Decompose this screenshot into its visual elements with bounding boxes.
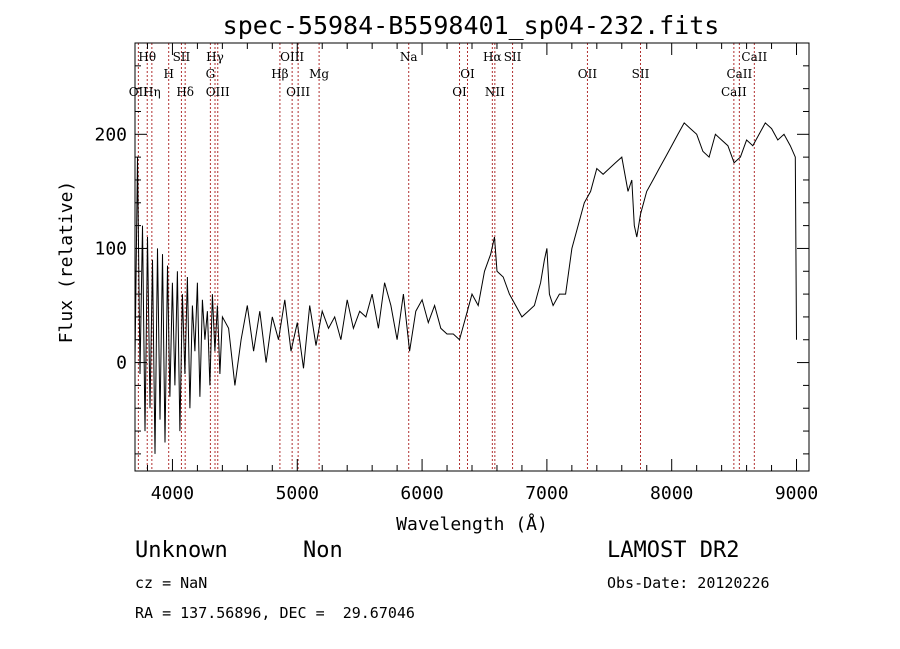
spectral-line-markers: [137, 43, 755, 471]
x-axis-ticks: 4000 5000 6000 7000 8000 9000: [146, 43, 818, 504]
subclass-label: Non: [303, 538, 343, 563]
x-tick-label: 5000: [276, 483, 319, 504]
y-tick-label: 100: [94, 238, 127, 259]
spectral-line-label: OI: [460, 67, 475, 81]
spectral-line-label: Hθ: [138, 50, 156, 64]
spectral-line-label: SII: [504, 50, 522, 64]
ra-dec-value: RA = 137.56896, DEC = 29.67046: [135, 604, 415, 622]
spectral-line-label: Na: [400, 50, 418, 64]
x-tick-label: 4000: [151, 483, 194, 504]
y-axis-ticks: 0 100 200: [94, 65, 809, 455]
spectral-line-label: H: [163, 67, 173, 81]
x-tick-label: 6000: [400, 483, 443, 504]
x-tick-label: 7000: [525, 483, 568, 504]
spectral-line-label: Hγ: [206, 50, 224, 64]
x-axis-label: Wavelength (Å): [396, 513, 548, 535]
spectral-line-label: Mg: [309, 67, 329, 81]
x-tick-label: 9000: [775, 483, 818, 504]
plot-frame: [134, 42, 810, 472]
spectral-line-label: OIII: [286, 85, 310, 99]
spectral-line-label: OI: [452, 85, 467, 99]
y-axis-label: Flux (relative): [56, 181, 77, 344]
spectral-line-label: CaII: [726, 67, 752, 81]
spectral-line-label: NII: [485, 85, 505, 99]
chart-title: spec-55984-B5598401_sp04-232.fits: [223, 11, 720, 40]
spectral-line-label: OII: [129, 85, 149, 99]
x-tick-label: 8000: [650, 483, 693, 504]
spectral-line-label: SII: [173, 50, 191, 64]
spectral-line-label: Hη: [143, 85, 161, 99]
spectral-line-label: Hβ: [271, 67, 288, 81]
survey-label: LAMOST DR2: [607, 538, 740, 563]
spectral-line-label: Hδ: [176, 85, 194, 99]
obs-date-value: Obs-Date: 20120226: [607, 574, 770, 592]
cz-value: cz = NaN: [135, 574, 208, 592]
spectrum-series-line: [134, 122, 797, 454]
spectral-line-label: OIII: [206, 85, 230, 99]
y-tick-label: 0: [116, 353, 127, 374]
spectral-line-label: OII: [578, 67, 598, 81]
spectral-line-label: SII: [632, 67, 650, 81]
spectral-line-label: OIII: [280, 50, 304, 64]
spectral-line-label: G: [206, 67, 216, 81]
class-label: Unknown: [135, 538, 228, 563]
spectral-line-label: CaII: [741, 50, 767, 64]
y-tick-label: 200: [94, 124, 127, 145]
spectral-line-label: Hα: [483, 50, 502, 64]
spectral-line-label: CaII: [721, 85, 747, 99]
